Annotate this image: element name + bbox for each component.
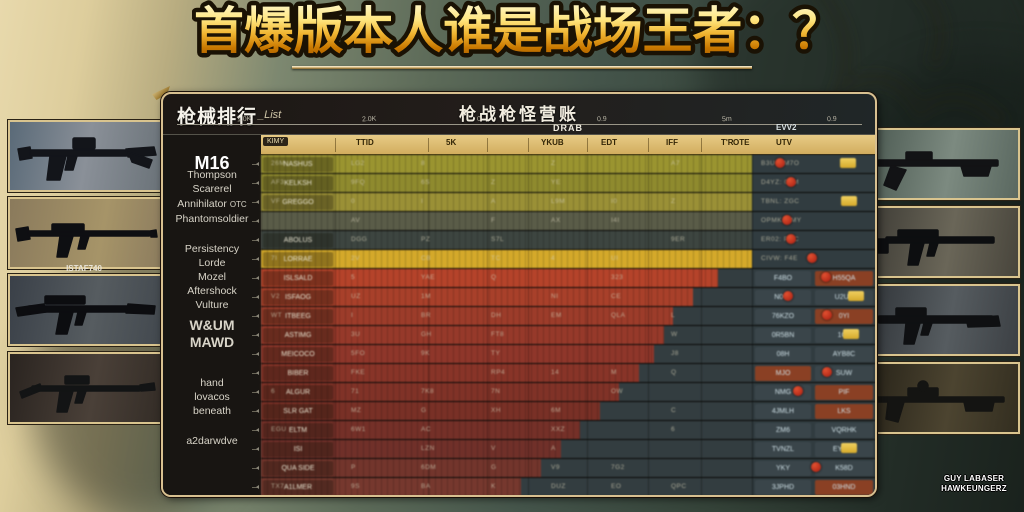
svg-text:首爆版本人谁是战场王者：？: 首爆版本人谁是战场王者：？ xyxy=(194,3,842,59)
